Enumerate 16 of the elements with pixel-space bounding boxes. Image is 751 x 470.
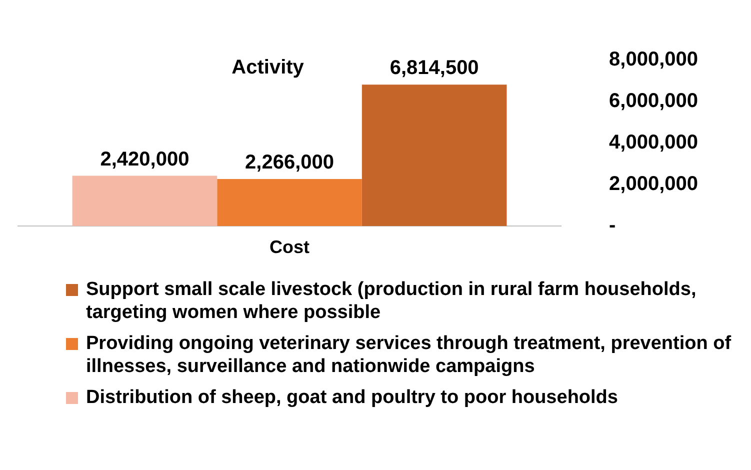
- y-tick-label: 6,000,000: [609, 90, 698, 112]
- data-label: 6,814,500: [390, 57, 479, 80]
- y-tick-label: 4,000,000: [609, 132, 698, 154]
- legend-label: Support small scale livestock (production in rural farm households, targeting women where possible: [86, 278, 698, 324]
- bar: [72, 176, 218, 226]
- y-tick-label: -: [609, 214, 616, 237]
- chart-title: Activity: [232, 56, 305, 79]
- legend-label: Providing ongoing veterinary services through treatment, prevention of illnesses, surveillance and nationwide campaigns: [86, 332, 732, 378]
- bar: [362, 84, 507, 226]
- x-tick-label: Cost: [270, 236, 310, 257]
- legend-label: Distribution of sheep, goat and poultry to poor households: [86, 386, 618, 409]
- data-label: 2,420,000: [100, 148, 190, 170]
- data-label: 2,266,000: [245, 151, 334, 174]
- y-tick-label: 2,000,000: [609, 173, 698, 196]
- bar: [217, 178, 362, 226]
- y-tick-label: 8,000,000: [609, 48, 698, 71]
